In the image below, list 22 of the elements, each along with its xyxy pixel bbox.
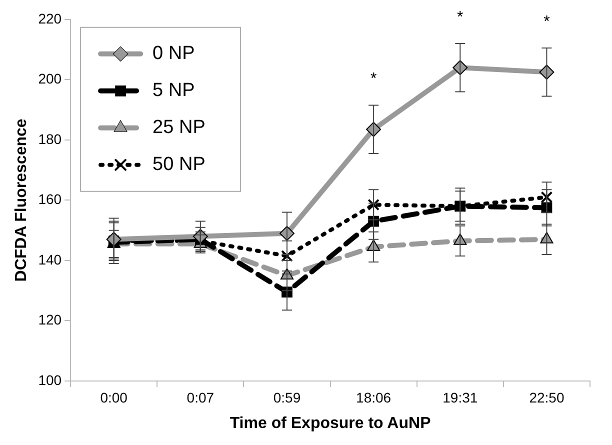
legend-label: 25 NP <box>152 117 206 138</box>
x-axis-title: Time of Exposure to AuNP <box>230 414 432 432</box>
y-tick-label: 180 <box>38 130 62 147</box>
y-tick-label: 120 <box>38 312 62 328</box>
y-tick-label: 140 <box>38 251 62 268</box>
y-tick-label: 220 <box>38 10 62 26</box>
legend-label: 50 NP <box>152 154 206 176</box>
x-tick-label: 0:07 <box>186 389 214 406</box>
x-tick-label: 22:50 <box>529 389 564 406</box>
annotation: * <box>457 8 464 26</box>
annotation: * <box>544 13 550 30</box>
legend-label: 5 NP <box>152 80 195 102</box>
x-tick-label: 0:00 <box>100 389 128 406</box>
x-tick-label: 19:31 <box>442 389 478 406</box>
y-axis-title: DCFDA Fluorescence <box>13 118 30 282</box>
x-tick-label: 18:06 <box>356 389 392 406</box>
legend-label: 0 NP <box>152 43 195 64</box>
y-tick-label: 200 <box>38 70 62 87</box>
y-tick-label: 160 <box>38 191 62 208</box>
annotation: * <box>370 70 377 88</box>
y-tick-label: 100 <box>38 372 62 388</box>
x-tick-label: 0:59 <box>273 389 301 406</box>
